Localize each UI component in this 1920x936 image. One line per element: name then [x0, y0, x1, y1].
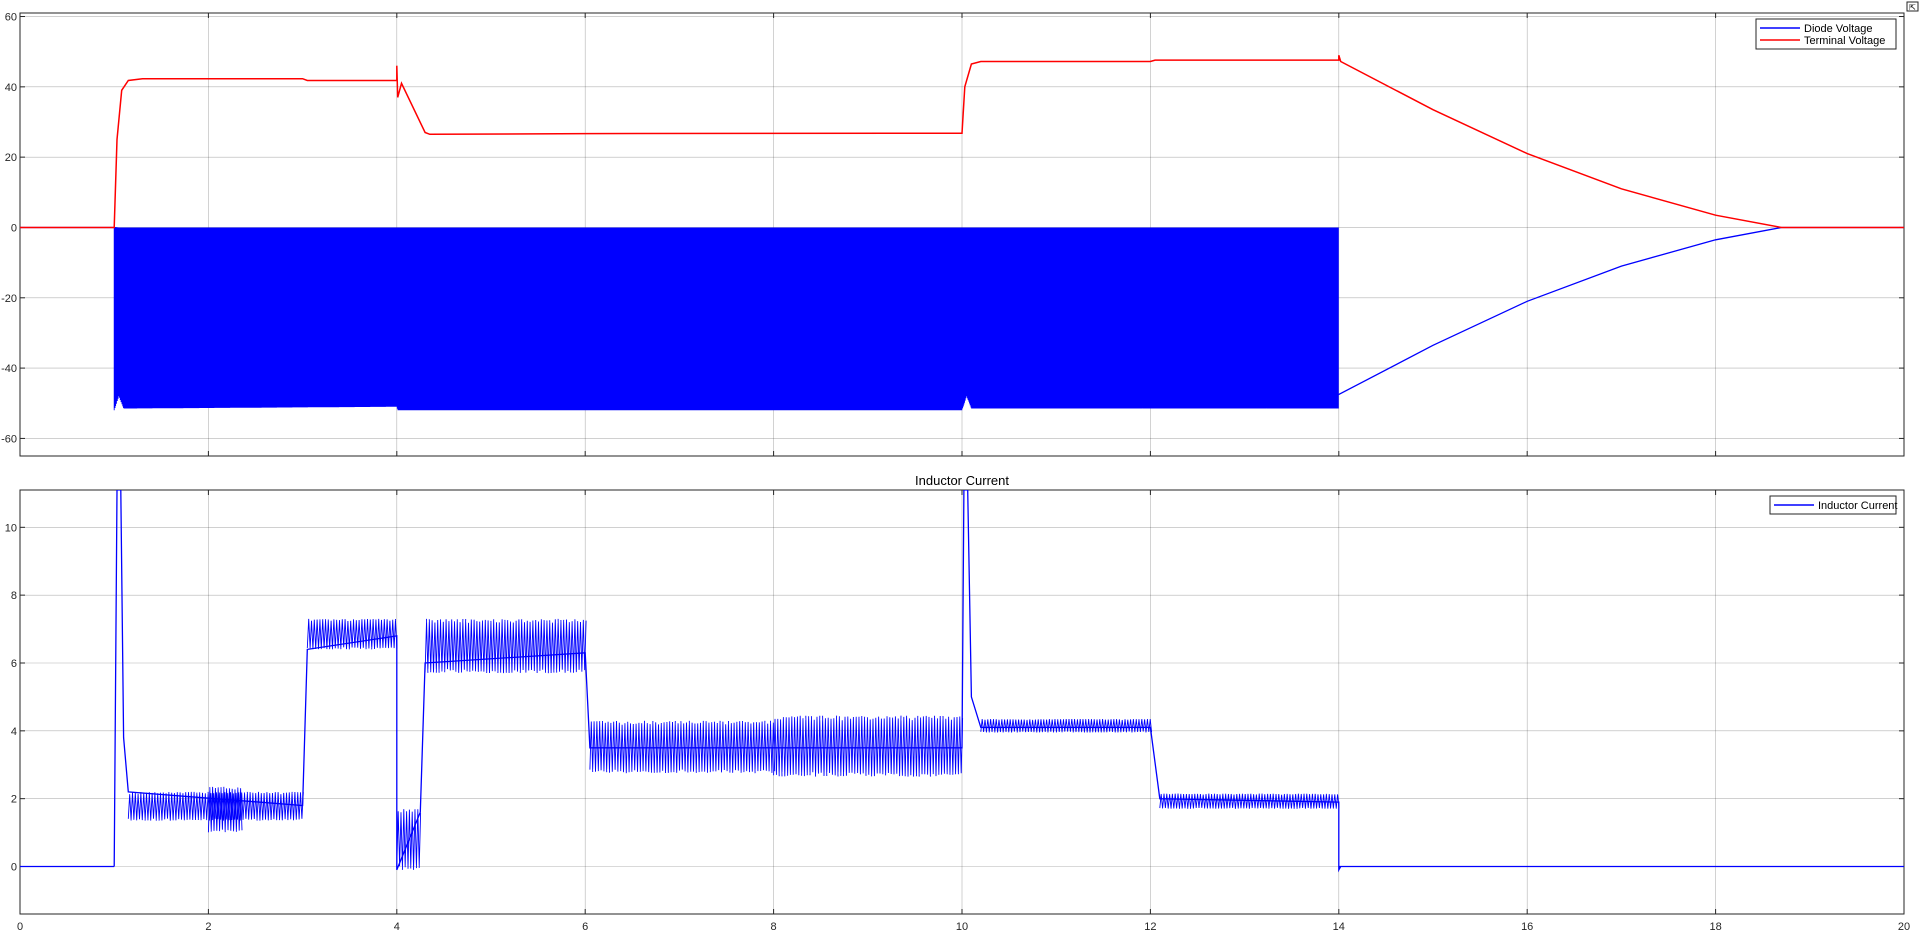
y-tick-label: 0 — [11, 222, 17, 234]
x-tick-label: 0 — [17, 921, 23, 933]
figure-corner-button[interactable] — [1906, 1, 1919, 12]
x-tick-label: 16 — [1521, 921, 1533, 933]
series-layer — [20, 54, 1904, 411]
switching-mark — [113, 227, 1339, 411]
legend[interactable]: Inductor Current — [1769, 495, 1897, 515]
ripple-band — [306, 618, 398, 650]
x-tick-label: 10 — [956, 921, 968, 933]
chart-title: Inductor Current — [915, 473, 1009, 488]
y-tick-label: -60 — [1, 433, 17, 445]
x-tick-label: 12 — [1144, 921, 1156, 933]
series-inductor-current — [20, 490, 1904, 873]
x-tick-label: 20 — [1898, 921, 1910, 933]
ripple-band — [980, 718, 1153, 733]
legend-label: Terminal Voltage — [1804, 35, 1885, 47]
x-tick-label: 8 — [771, 921, 777, 933]
y-tick-label: 10 — [5, 522, 17, 534]
series-line — [113, 490, 1342, 873]
plot-inductor-current: 0 2 4 6 8 10 0 2 4 6 8 10 12 14 16 18 20 Inductor Current… — [5, 473, 1910, 933]
series-line — [20, 226, 1904, 396]
x-tick-label: 6 — [582, 921, 588, 933]
legend-label: Diode Voltage — [1804, 23, 1873, 35]
y-tick-label: 8 — [11, 590, 17, 602]
y-tick-label: 20 — [5, 152, 17, 164]
y-tick-label: 4 — [11, 726, 17, 738]
figure-corner-button-icon: ⇱ — [1909, 3, 1916, 12]
series-diode-voltage — [20, 226, 1904, 411]
y-tick-label: -40 — [1, 363, 17, 375]
y-tick-label: 6 — [11, 658, 17, 670]
y-tick-label: -20 — [1, 293, 17, 305]
y-tick-label: 0 — [11, 862, 17, 874]
series-layer — [20, 490, 1904, 873]
ripple-band — [424, 618, 587, 674]
ripple-band — [396, 809, 422, 870]
legend-label: Inductor Current — [1818, 500, 1897, 512]
y-tick-label: 60 — [5, 12, 17, 24]
series-line — [20, 54, 1904, 229]
x-tick-label: 18 — [1709, 921, 1721, 933]
y-tick-label: 40 — [5, 82, 17, 94]
y-tick-label: 2 — [11, 794, 17, 806]
series-terminal-voltage — [20, 54, 1904, 229]
x-tick-label: 2 — [205, 921, 211, 933]
x-tick-label: 4 — [394, 921, 400, 933]
ripple-band — [207, 786, 243, 833]
x-tick-label: 14 — [1333, 921, 1345, 933]
